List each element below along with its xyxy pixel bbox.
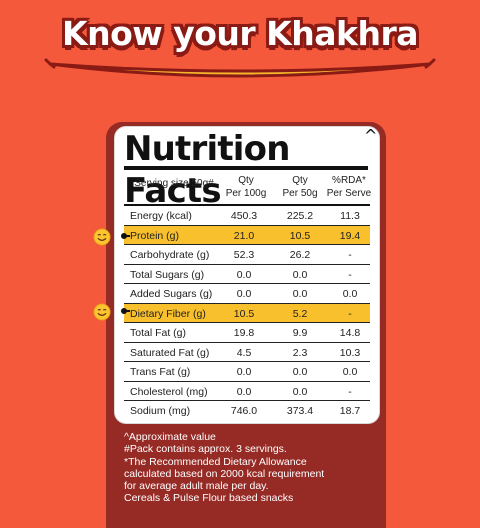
row-qty-100g: 746.0 — [230, 405, 258, 417]
row-qty-50g: 225.2 — [286, 210, 314, 222]
col-qty100-line1: Qty — [238, 175, 254, 186]
table-row-fiber: Dietary Fiber (g) 10.5 5.2 - — [124, 303, 370, 323]
row-rda: 11.3 — [340, 210, 360, 222]
footnote-line: calculated based on 2000 kcal requiremen… — [124, 467, 325, 480]
row-name: Total Fat (g) — [130, 327, 187, 339]
col-qty100-line2: Per 100g — [225, 188, 267, 199]
row-rda: 18.7 — [339, 405, 361, 417]
table-row: Carbohydrate (g) 52.3 26.2 - — [124, 245, 370, 265]
row-rda: - — [348, 249, 352, 261]
marker-line — [124, 310, 130, 312]
row-name: Sodium (mg) — [130, 405, 191, 417]
row-qty-50g: 0.0 — [292, 385, 308, 398]
row-qty-100g: 0.0 — [236, 366, 252, 378]
row-qty-100g: 4.5 — [236, 346, 252, 359]
row-qty-100g: 0.0 — [236, 268, 252, 281]
row-qty-50g: 2.3 — [292, 346, 308, 359]
table-row: Total Fat (g) 19.8 9.9 14.8 — [124, 323, 370, 343]
row-name: Total Sugars (g) — [130, 268, 205, 281]
nutrition-panel — [114, 126, 380, 424]
row-qty-50g: 0.0 — [292, 288, 308, 300]
footnote-line: for average adult male per day. — [124, 480, 269, 493]
table-row: Added Sugars (g) 0.0 0.0 0.0 — [124, 284, 370, 304]
serving-size-label: Serving size 50g# — [134, 178, 214, 189]
table-row: Saturated Fat (g) 4.5 2.3 10.3 — [124, 343, 370, 362]
row-name: Saturated Fat (g) — [130, 346, 210, 359]
row-qty-50g: 9.9 — [292, 327, 308, 339]
row-rda: 10.3 — [339, 346, 361, 359]
row-qty-50g: 0.0 — [292, 268, 308, 281]
footnote-line: Cereals & Pulse Flour based snacks — [124, 492, 294, 505]
row-name: Trans Fat (g) — [130, 366, 191, 378]
row-qty-100g: 52.3 — [233, 249, 255, 261]
footnote-line: *The Recommended Dietary Allowance — [124, 455, 307, 468]
header: Know your Khakhra — [0, 14, 480, 53]
row-rda: 0.0 — [342, 288, 358, 300]
table-row: Energy (kcal) 450.3 225.2 11.3 — [124, 206, 370, 226]
col-rda-line1: %RDA* — [332, 175, 366, 186]
table-row: Total Sugars (g) 0.0 0.0 - — [124, 265, 370, 284]
nutrition-table: Energy (kcal) 450.3 225.2 11.3 Protein (g) 2… — [124, 206, 370, 421]
approx-caret: ^ — [364, 126, 378, 145]
table-row: Trans Fat (g) 0.0 0.0 0.0 — [124, 362, 370, 382]
row-name: Dietary Fiber (g) — [130, 307, 206, 320]
nutrition-facts-title: Nutrition Facts — [124, 128, 368, 211]
page-title: Know your Khakhra — [62, 14, 418, 53]
row-name: Added Sugars (g) — [130, 288, 213, 300]
row-name: Cholesterol (mg) — [130, 385, 208, 398]
row-rda: 14.8 — [339, 327, 361, 339]
row-rda: - — [348, 385, 352, 398]
row-qty-50g: 26.2 — [289, 249, 311, 261]
smiley-emoji-icon — [93, 303, 111, 321]
col-rda-line2: Per Serve — [326, 188, 372, 199]
smiley-emoji-icon — [93, 228, 111, 246]
footnotes: ^Approximate value #Pack contains approx… — [124, 431, 380, 505]
footnote-line: #Pack contains approx. 3 servings. — [124, 443, 287, 456]
row-rda: 0.0 — [342, 366, 358, 378]
row-qty-100g: 450.3 — [230, 210, 258, 222]
col-qty50-line2: Per 50g — [282, 188, 318, 199]
row-name: Protein (g) — [130, 229, 180, 242]
row-rda: - — [348, 307, 352, 320]
row-qty-100g: 0.0 — [236, 385, 252, 398]
smile-swoosh-icon — [44, 58, 436, 78]
col-qty50-line1: Qty — [292, 175, 308, 186]
row-qty-100g: 21.0 — [233, 229, 255, 242]
row-qty-50g: 5.2 — [292, 307, 308, 320]
row-qty-100g: 19.8 — [233, 327, 255, 339]
row-rda: - — [348, 268, 352, 281]
row-rda: 19.4 — [339, 229, 361, 242]
row-qty-50g: 0.0 — [292, 366, 308, 378]
row-qty-50g: 10.5 — [289, 229, 311, 242]
table-header: Serving size 50g# Qty Per 100g Qty Per 5… — [124, 172, 371, 206]
row-name: Carbohydrate (g) — [130, 249, 210, 261]
row-qty-100g: 10.5 — [233, 307, 255, 320]
row-qty-100g: 0.0 — [236, 288, 252, 300]
table-row-protein: Protein (g) 21.0 10.5 19.4 — [124, 225, 370, 245]
table-row: Cholesterol (mg) 0.0 0.0 - — [124, 382, 370, 401]
row-name: Energy (kcal) — [130, 210, 192, 222]
table-row: Sodium (mg) 746.0 373.4 18.7 — [124, 401, 370, 421]
row-qty-50g: 373.4 — [286, 405, 314, 417]
footnote-line: ^Approximate value — [124, 431, 216, 443]
marker-line — [124, 235, 130, 237]
